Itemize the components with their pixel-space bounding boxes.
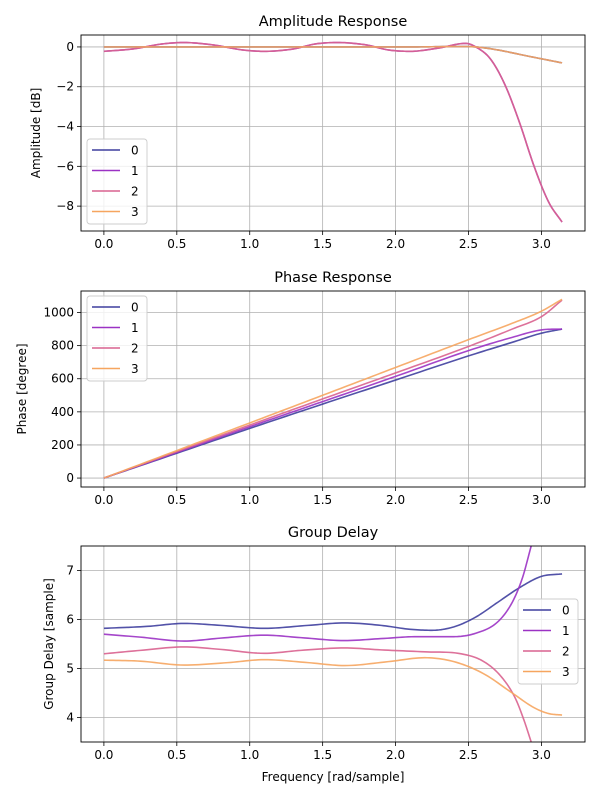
legend-label-0: 0 xyxy=(131,301,139,315)
legend-box xyxy=(517,598,579,685)
y-tick-label: −4 xyxy=(56,120,74,134)
subplot-1: 0.0 0.5 1.0 1.5 2.0 2.5 3.0 −8 −6 −4 −2 0 Amplitude … xyxy=(29,14,586,251)
x-tick-label: 3.0 xyxy=(532,237,551,251)
axes-frame xyxy=(80,34,586,232)
y-tick-label: 0 xyxy=(66,40,74,54)
y-tick-label: 1000 xyxy=(43,306,74,320)
axes-frame xyxy=(80,290,586,488)
x-tick-label: 1.5 xyxy=(313,493,332,507)
y-tick-label: 4 xyxy=(66,711,74,725)
y-tick-label: 6 xyxy=(66,613,74,627)
legend-label-2: 2 xyxy=(562,645,570,659)
series-lines xyxy=(103,546,563,742)
legend-label-1: 1 xyxy=(131,164,139,178)
chart-title: Phase Response xyxy=(274,270,392,286)
series-line-2 xyxy=(103,646,532,742)
x-tick-label: 3.0 xyxy=(532,493,551,507)
y-axis-label: Group Delay [sample] xyxy=(42,578,56,710)
legend-label-3: 3 xyxy=(131,362,139,376)
y-axis-label: Phase [degree] xyxy=(15,343,29,434)
series-line-3 xyxy=(103,656,563,716)
x-tick-label: 1.5 xyxy=(313,748,332,762)
y-tick-label: −8 xyxy=(56,199,74,213)
y-tick-label: 0 xyxy=(66,471,74,485)
subplot-3: 0.0 0.5 1.0 1.5 2.0 2.5 3.0 4 5 6 7 Group Delay Grou… xyxy=(42,525,586,784)
series-line-1 xyxy=(103,41,563,223)
series-line-0 xyxy=(103,328,563,479)
legend-label-1: 1 xyxy=(131,321,139,335)
legend: 0 1 2 3 xyxy=(517,598,579,685)
y-tick-label: −6 xyxy=(56,159,74,173)
x-tick-label: 1.0 xyxy=(240,748,259,762)
y-tick-label: 7 xyxy=(66,564,74,578)
legend-label-3: 3 xyxy=(562,665,570,679)
subplot-2: 0.0 0.5 1.0 1.5 2.0 2.5 3.0 0 200 400 600 800 1000 Ph… xyxy=(15,270,586,507)
legend-label-0: 0 xyxy=(562,604,570,618)
legend: 0 1 2 3 xyxy=(86,138,148,225)
series-line-1 xyxy=(103,328,563,479)
x-tick-label: 0.0 xyxy=(94,748,113,762)
y-tick-label: 200 xyxy=(51,438,74,452)
axes-frame xyxy=(80,545,586,743)
legend-label-2: 2 xyxy=(131,185,139,199)
x-tick-label: 0.5 xyxy=(167,237,186,251)
chart-title: Group Delay xyxy=(288,525,379,541)
x-tick-label: 0.5 xyxy=(167,748,186,762)
x-tick-label: 2.0 xyxy=(386,237,405,251)
x-tick-label: 0.0 xyxy=(94,493,113,507)
series-line-3 xyxy=(103,298,563,479)
y-tick-label: 400 xyxy=(51,405,74,419)
x-tick-label: 0.5 xyxy=(167,493,186,507)
y-tick-label: 800 xyxy=(51,339,74,353)
series-line-2 xyxy=(103,299,563,479)
x-tick-label: 2.5 xyxy=(459,748,478,762)
legend-label-3: 3 xyxy=(131,205,139,219)
legend-label-2: 2 xyxy=(131,342,139,356)
legend: 0 1 2 3 xyxy=(86,295,148,382)
y-tick-label: 5 xyxy=(66,662,74,676)
x-tick-label: 1.5 xyxy=(313,237,332,251)
series-line-0 xyxy=(103,573,563,632)
x-tick-label: 2.0 xyxy=(386,493,405,507)
x-tick-label: 2.5 xyxy=(459,237,478,251)
chart-title: Amplitude Response xyxy=(259,14,408,30)
series-lines xyxy=(103,41,563,223)
series-line-3 xyxy=(103,45,563,64)
x-tick-label: 1.0 xyxy=(240,493,259,507)
x-tick-label: 0.0 xyxy=(94,237,113,251)
series-line-2 xyxy=(103,41,563,223)
x-axis-label: Frequency [rad/sample] xyxy=(262,770,405,784)
legend-label-0: 0 xyxy=(131,144,139,158)
legend-box xyxy=(86,295,148,382)
x-tick-label: 2.0 xyxy=(386,748,405,762)
x-tick-label: 3.0 xyxy=(532,748,551,762)
x-tick-label: 2.5 xyxy=(459,493,478,507)
x-tick-label: 1.0 xyxy=(240,237,259,251)
y-tick-label: 600 xyxy=(51,372,74,386)
y-axis-label: Amplitude [dB] xyxy=(29,88,43,179)
legend-label-1: 1 xyxy=(562,624,570,638)
legend-box xyxy=(86,138,148,225)
series-lines xyxy=(103,298,563,479)
y-tick-label: −2 xyxy=(56,80,74,94)
series-line-1 xyxy=(103,546,532,642)
